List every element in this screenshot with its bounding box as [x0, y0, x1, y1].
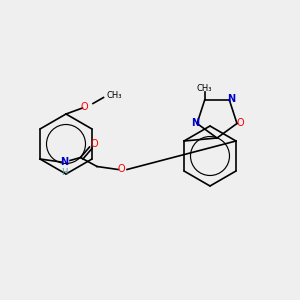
Text: H: H [61, 168, 67, 177]
Text: CH₃: CH₃ [197, 83, 212, 92]
Text: N: N [191, 118, 200, 128]
Text: N: N [60, 157, 68, 167]
Text: O: O [236, 118, 244, 128]
Text: O: O [90, 139, 98, 149]
Text: CH₃: CH₃ [106, 91, 122, 100]
Text: N: N [227, 94, 235, 103]
Text: O: O [118, 164, 125, 175]
Text: O: O [80, 101, 88, 112]
